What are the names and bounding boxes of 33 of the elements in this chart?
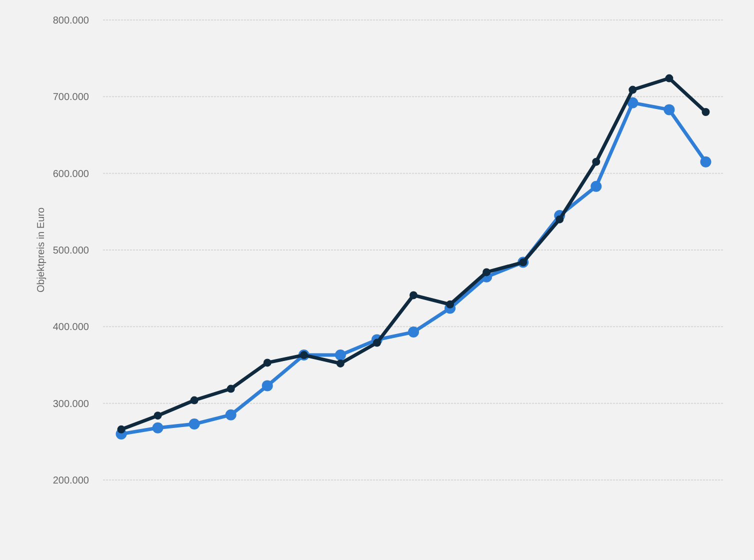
point	[262, 380, 273, 392]
point	[592, 158, 600, 166]
point	[154, 412, 162, 420]
point	[334, 350, 346, 361]
y-tick-label: 500.000	[52, 246, 90, 256]
point	[336, 359, 344, 368]
point	[700, 156, 712, 168]
y-tick-label: 700.000	[52, 92, 90, 104]
point	[188, 418, 200, 430]
y-tick-label: 400.000	[52, 322, 90, 334]
y-tick-label: 600.000	[52, 168, 90, 180]
point	[372, 338, 381, 347]
point	[482, 268, 491, 276]
y-tick-label: 800.000	[52, 16, 90, 26]
point	[446, 300, 454, 308]
point	[226, 384, 235, 393]
y-tick-label: 300.000	[52, 398, 90, 410]
point	[410, 291, 418, 300]
point	[152, 422, 164, 434]
point	[190, 396, 198, 404]
point	[263, 358, 272, 367]
y-tick-label: 200.000	[52, 476, 90, 486]
point	[556, 215, 564, 224]
point	[408, 326, 419, 338]
point	[627, 97, 638, 108]
point	[702, 108, 710, 116]
point	[590, 180, 602, 192]
point	[225, 409, 236, 420]
point	[665, 74, 674, 82]
point	[117, 425, 126, 434]
point	[628, 86, 637, 94]
y-axis-title: Objektpreis in Euro	[36, 207, 47, 293]
point	[664, 104, 675, 116]
